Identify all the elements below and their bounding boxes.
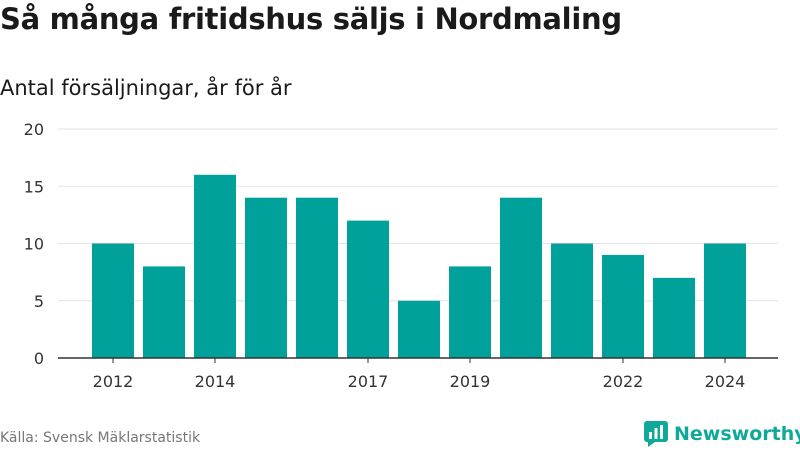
y-tick-label: 0 <box>34 349 44 368</box>
chart-subtitle: Antal försäljningar, år för år <box>0 76 292 100</box>
bar-2018 <box>398 300 440 358</box>
newsworthy-logo-icon <box>644 421 668 447</box>
bar-2021 <box>551 243 593 358</box>
x-tick-label: 2022 <box>603 372 644 391</box>
y-tick-label: 20 <box>24 120 44 139</box>
x-tick-label: 2014 <box>195 372 236 391</box>
y-tick-label: 5 <box>34 292 44 311</box>
chart-title: Så många fritidshus säljs i Nordmaling <box>0 2 622 36</box>
y-tick-label: 15 <box>24 177 44 196</box>
bar-2015 <box>245 197 287 358</box>
bar-2012 <box>92 243 134 358</box>
x-tick-label: 2017 <box>348 372 389 391</box>
brand-name: Newsworthy <box>674 423 800 445</box>
x-tick-label: 2024 <box>705 372 746 391</box>
y-tick-label: 10 <box>24 235 44 254</box>
bar-2020 <box>500 197 542 358</box>
bar-2014 <box>194 174 236 358</box>
newsworthy-brand: Newsworthy <box>644 421 800 447</box>
x-tick-label: 2019 <box>450 372 491 391</box>
bar-2019 <box>449 266 491 358</box>
source-note: Källa: Svensk Mäklarstatistik <box>0 430 201 446</box>
bar-2023 <box>653 277 695 358</box>
x-tick-label: 2012 <box>93 372 134 391</box>
bar-2013 <box>143 266 185 358</box>
bar-2017 <box>347 220 389 358</box>
bar-2024 <box>704 243 746 358</box>
bar-2016 <box>296 197 338 358</box>
bar-2022 <box>602 254 644 358</box>
